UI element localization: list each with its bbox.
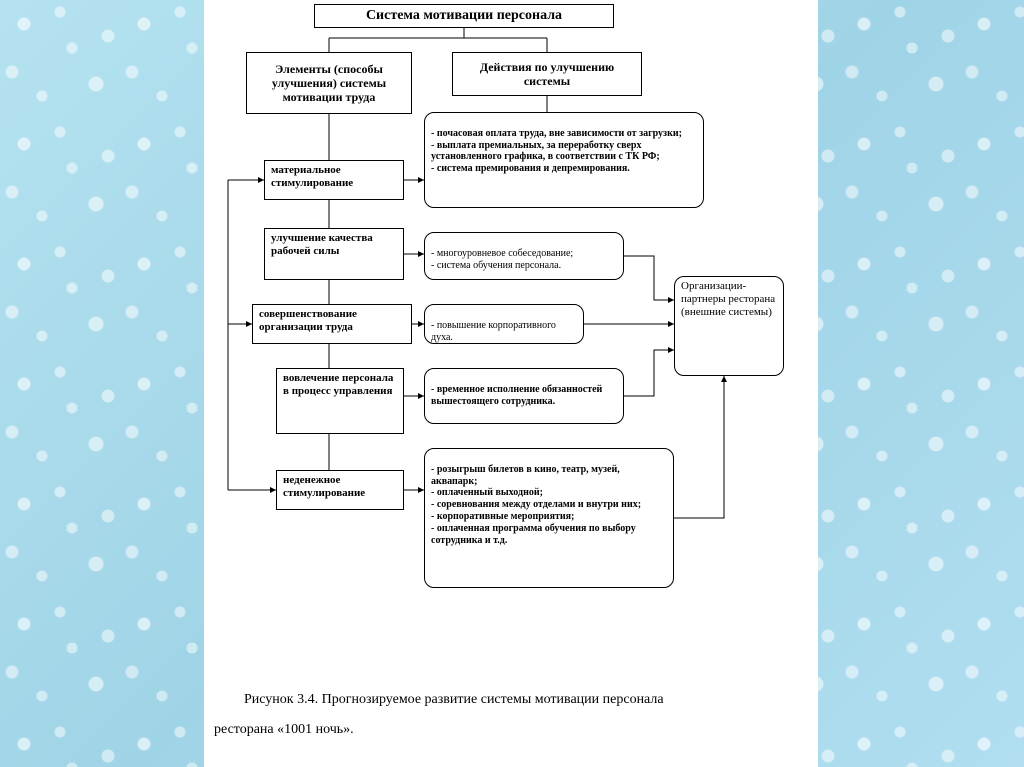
node-actions: Действия по улучшению системы <box>452 52 642 96</box>
involve-text: вовлечение персонала в процесс управлени… <box>283 372 393 397</box>
caption-line-2: ресторана «1001 ночь». <box>214 722 774 738</box>
node-nonmoney: неденежное стимулирование <box>276 470 404 510</box>
actions-text: Действия по улучшению системы <box>459 60 635 88</box>
partners-text: Организации-партнеры ресторана (внешние … <box>681 280 775 318</box>
nonmoney-desc-text: - розыгрыш билетов в кино, театр, музей,… <box>431 464 641 546</box>
node-involve: вовлечение персонала в процесс управлени… <box>276 368 404 434</box>
node-nonmoney-desc: - розыгрыш билетов в кино, театр, музей,… <box>424 448 674 588</box>
node-partners: Организации-партнеры ресторана (внешние … <box>674 276 784 376</box>
title-text: Система мотивации персонала <box>366 8 562 25</box>
elements-text: Элементы (способы улучшения) системы мот… <box>253 62 405 104</box>
node-material: материальное стимулирование <box>264 160 404 200</box>
orgtruda-desc-text: - повышение корпоративного духа. <box>431 320 556 343</box>
material-desc-text: - почасовая оплата труда, вне зависимост… <box>431 128 682 174</box>
quality-desc-text: - многоуровневое собеседование; - систем… <box>431 248 573 271</box>
page: Система мотивации персонала Элементы (сп… <box>204 0 818 767</box>
node-quality-desc: - многоуровневое собеседование; - систем… <box>424 232 624 280</box>
node-orgtruda-desc: - повышение корпоративного духа. <box>424 304 584 344</box>
involve-desc-text: - временное исполнение обязанностей выше… <box>431 384 602 407</box>
orgtruda-text: совершенствование организации труда <box>259 308 357 333</box>
node-orgtruda: совершенствование организации труда <box>252 304 412 344</box>
flowchart-diagram: Система мотивации персонала Элементы (сп… <box>204 0 818 767</box>
node-title: Система мотивации персонала <box>314 4 614 28</box>
node-material-desc: - почасовая оплата труда, вне зависимост… <box>424 112 704 208</box>
quality-text: улучшение качества рабочей силы <box>271 232 373 257</box>
node-involve-desc: - временное исполнение обязанностей выше… <box>424 368 624 424</box>
material-text: материальное стимулирование <box>271 164 353 189</box>
nonmoney-text: неденежное стимулирование <box>283 474 365 499</box>
node-quality: улучшение качества рабочей силы <box>264 228 404 280</box>
caption-line-1: Рисунок 3.4. Прогнозируемое развитие сис… <box>244 692 804 708</box>
node-elements: Элементы (способы улучшения) системы мот… <box>246 52 412 114</box>
